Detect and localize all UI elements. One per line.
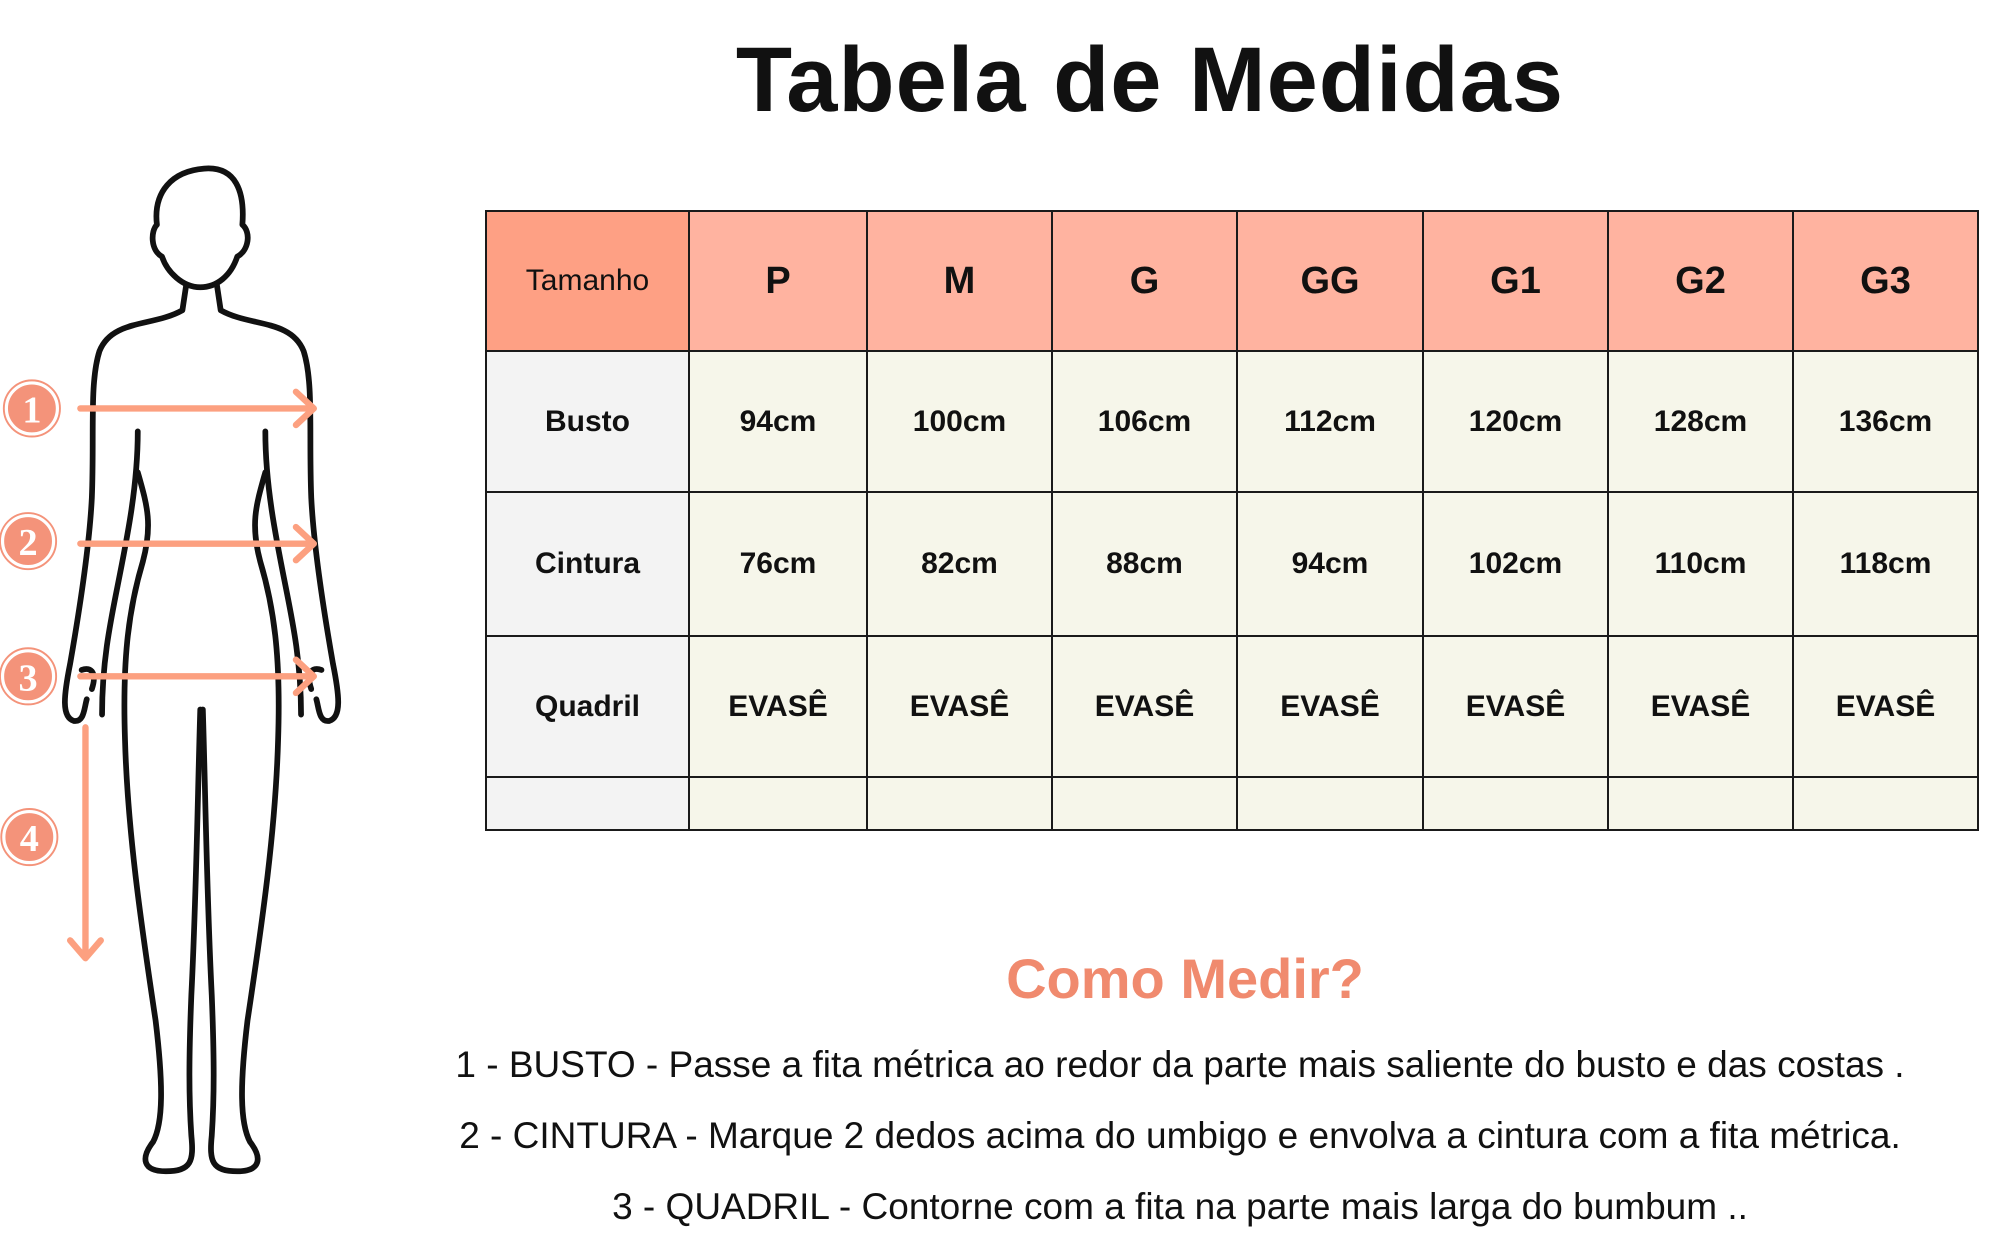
table-cell: EVASÊ [1609,637,1794,778]
table-cell [690,778,868,831]
table-cell [1609,778,1794,831]
header-size-p: P [690,212,868,352]
how-to-measure-title: Como Medir? [1006,947,1364,1010]
marker-2: 2 [0,512,58,571]
bust-arrow [77,388,317,429]
svg-text:2: 2 [19,522,38,564]
svg-text:4: 4 [20,818,39,860]
instruction-waist: 2 - CINTURA - Marque 2 dedos acima do um… [459,1115,1901,1156]
row-label: Cintura [487,493,690,637]
header-size-g: G [1053,212,1238,352]
header-size-g2: G2 [1609,212,1794,352]
table-cell: 88cm [1053,493,1238,637]
marker-3: 3 [0,647,58,706]
header-size-g3: G3 [1794,212,1979,352]
table-cell: 112cm [1238,352,1424,493]
header-size-m: M [868,212,1053,352]
table-cell: EVASÊ [1424,637,1609,778]
svg-text:3: 3 [19,657,38,699]
table-cell: 76cm [690,493,868,637]
instruction-bust: 1 - BUSTO - Passe a fita métrica ao redo… [455,1044,1905,1085]
table-cell: EVASÊ [1794,637,1979,778]
header-size-gg: GG [1238,212,1424,352]
table-cell: 110cm [1609,493,1794,637]
table-cell: 118cm [1794,493,1979,637]
table-cell: 106cm [1053,352,1238,493]
table-cell [1053,778,1238,831]
table-cell: EVASÊ [1238,637,1424,778]
row-label: Quadril [487,637,690,778]
marker-4: 4 [0,808,59,867]
svg-text:1: 1 [22,389,41,431]
row-label: Busto [487,352,690,493]
table-cell: EVASÊ [868,637,1053,778]
table-cell: 82cm [868,493,1053,637]
marker-1: 1 [2,379,61,438]
row-label [487,778,690,831]
page-title: Tabela de Medidas [735,29,1565,131]
table-cell: 94cm [1238,493,1424,637]
table-cell: 94cm [690,352,868,493]
table-cell [1424,778,1609,831]
table-cell: 100cm [868,352,1053,493]
table-cell [1794,778,1979,831]
table-cell: 128cm [1609,352,1794,493]
table-cell: 136cm [1794,352,1979,493]
table-cell: EVASÊ [1053,637,1238,778]
table-cell: EVASÊ [690,637,868,778]
header-size-g1: G1 [1424,212,1609,352]
header-size-label: Tamanho [487,212,690,352]
table-cell: 102cm [1424,493,1609,637]
size-table: Tamanho P M G GG G1 G2 G3 Busto 94cm 100cm 106cm 112… [485,210,1979,831]
length-arrow [66,724,104,962]
hip-arrow [77,656,317,697]
table-cell [1238,778,1424,831]
table-cell [868,778,1053,831]
table-cell: 120cm [1424,352,1609,493]
body-outline [62,165,338,1175]
instruction-hip: 3 - QUADRIL - Contorne com a fita na par… [612,1186,1748,1227]
waist-arrow [77,523,317,564]
